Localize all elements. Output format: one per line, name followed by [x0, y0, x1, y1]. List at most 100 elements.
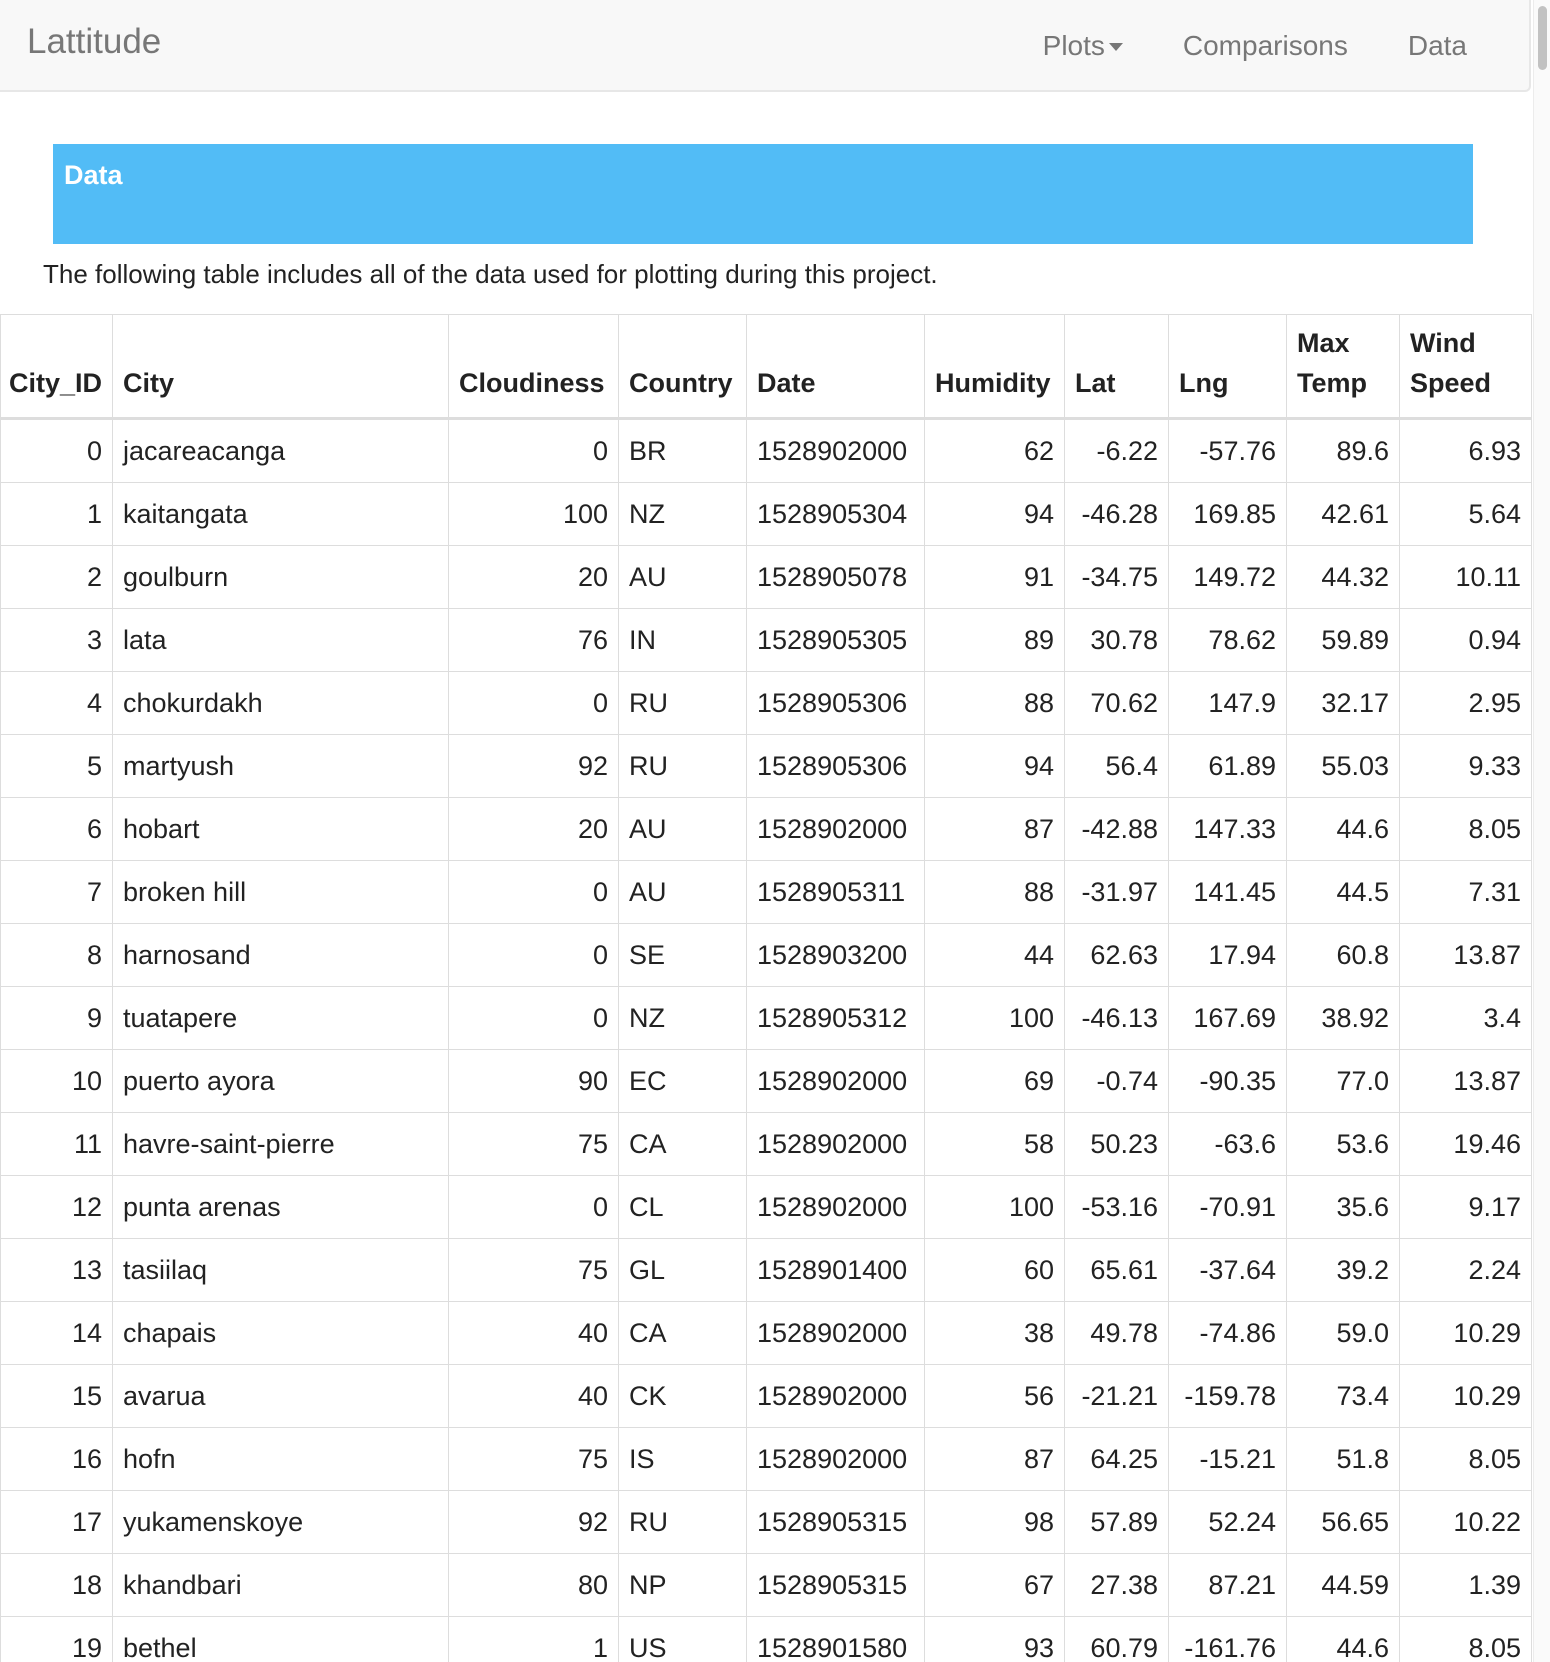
- table-cell: 2.95: [1399, 671, 1532, 735]
- table-row: 1 kaitangata 100 NZ 1528905304 94 -46.28 169.85…: [0, 482, 1532, 546]
- table-row: 4 chokurdakh 0 RU 1528905306 88 70.62 147.9 32.1…: [0, 671, 1532, 735]
- table-cell: 147.9: [1168, 671, 1287, 735]
- table-cell: 5: [0, 734, 113, 798]
- table-cell: 9.33: [1399, 734, 1532, 798]
- table-cell: 167.69: [1168, 986, 1287, 1050]
- table-cell: 58: [924, 1112, 1065, 1176]
- table-cell: -159.78: [1168, 1364, 1287, 1428]
- table-row: 3 lata 76 IN 1528905305 89 30.78 78.62 59.89 0.94: [0, 608, 1532, 672]
- table-cell: 19.46: [1399, 1112, 1532, 1176]
- page-title: Data: [64, 160, 123, 190]
- table-body: 0 jacareacanga 0 BR 1528902000 62 -6.22 -57.76 8…: [0, 418, 1532, 1662]
- table-cell: 69: [924, 1049, 1065, 1113]
- table-cell: 20: [448, 545, 619, 609]
- table-cell: CK: [618, 1364, 747, 1428]
- table-cell: 1528905078: [746, 545, 925, 609]
- table-cell: 1528902000: [746, 1112, 925, 1176]
- table-cell: 73.4: [1286, 1364, 1400, 1428]
- table-cell: 57.89: [1064, 1490, 1169, 1554]
- table-cell: 27.38: [1064, 1553, 1169, 1617]
- table-cell: 60.8: [1286, 923, 1400, 987]
- table-cell: 39.2: [1286, 1238, 1400, 1302]
- table-cell: khandbari: [112, 1553, 449, 1617]
- table-cell: 100: [924, 986, 1065, 1050]
- table-cell: 3: [0, 608, 113, 672]
- table-cell: 9: [0, 986, 113, 1050]
- data-link[interactable]: Data: [1407, 30, 1467, 61]
- table-cell: AU: [618, 545, 747, 609]
- table-cell: -70.91: [1168, 1175, 1287, 1239]
- table-cell: 13.87: [1399, 923, 1532, 987]
- table-cell: 62: [924, 418, 1065, 483]
- table-cell: -46.13: [1064, 986, 1169, 1050]
- table-cell: 2.24: [1399, 1238, 1532, 1302]
- navbar: Lattitude Plots Comparisons Data: [0, 0, 1531, 92]
- table-cell: 8.05: [1399, 1616, 1532, 1662]
- table-row: 16 hofn 75 IS 1528902000 87 64.25 -15.21 51.8 8.0…: [0, 1427, 1532, 1491]
- data-table: City_ID City Cloudiness Country Date Humidity…: [0, 314, 1532, 1662]
- table-cell: chokurdakh: [112, 671, 449, 735]
- table-cell: 169.85: [1168, 482, 1287, 546]
- table-cell: 1528902000: [746, 797, 925, 861]
- table-cell: 44.59: [1286, 1553, 1400, 1617]
- table-cell: 149.72: [1168, 545, 1287, 609]
- table-cell: jacareacanga: [112, 418, 449, 483]
- table-cell: 61.89: [1168, 734, 1287, 798]
- plots-dropdown[interactable]: Plots: [1013, 22, 1153, 70]
- table-cell: NZ: [618, 482, 747, 546]
- table-cell: 75: [448, 1238, 619, 1302]
- table-row: 7 broken hill 0 AU 1528905311 88 -31.97 141.45 4…: [0, 860, 1532, 924]
- table-cell: 147.33: [1168, 797, 1287, 861]
- table-cell: 51.8: [1286, 1427, 1400, 1491]
- table-cell: 88: [924, 860, 1065, 924]
- table-cell: 8.05: [1399, 797, 1532, 861]
- table-cell: 38: [924, 1301, 1065, 1365]
- table-cell: 40: [448, 1364, 619, 1428]
- table-cell: 0: [448, 923, 619, 987]
- table-cell: -46.28: [1064, 482, 1169, 546]
- table-cell: 80: [448, 1553, 619, 1617]
- intro-text: The following table includes all of the …: [43, 259, 938, 289]
- table-cell: US: [618, 1616, 747, 1662]
- table-cell: 1528905306: [746, 671, 925, 735]
- table-cell: AU: [618, 860, 747, 924]
- table-cell: 100: [448, 482, 619, 546]
- header-row: City_ID City Cloudiness Country Date Humidity…: [0, 314, 1532, 420]
- table-cell: 56.4: [1064, 734, 1169, 798]
- scrollbar-thumb[interactable]: [1538, 6, 1547, 70]
- table-cell: 44.5: [1286, 860, 1400, 924]
- vertical-scrollbar[interactable]: [1533, 0, 1550, 1662]
- table-cell: 1528905311: [746, 860, 925, 924]
- column-header: Humidity: [924, 314, 1065, 420]
- comparisons-link[interactable]: Comparisons: [1182, 30, 1348, 61]
- table-cell: 52.24: [1168, 1490, 1287, 1554]
- table-cell: 18: [0, 1553, 113, 1617]
- table-cell: 59.0: [1286, 1301, 1400, 1365]
- table-cell: 1528901400: [746, 1238, 925, 1302]
- table-cell: 1528905312: [746, 986, 925, 1050]
- table-cell: 42.61: [1286, 482, 1400, 546]
- table-cell: -90.35: [1168, 1049, 1287, 1113]
- table-cell: -34.75: [1064, 545, 1169, 609]
- table-cell: 1528901580: [746, 1616, 925, 1662]
- table-cell: 67: [924, 1553, 1065, 1617]
- table-cell: SE: [618, 923, 747, 987]
- table-row: 2 goulburn 20 AU 1528905078 91 -34.75 149.72 44.…: [0, 545, 1532, 609]
- table-cell: 0: [448, 1175, 619, 1239]
- table-cell: 93: [924, 1616, 1065, 1662]
- table-cell: 1528902000: [746, 1049, 925, 1113]
- table-row: 5 martyush 92 RU 1528905306 94 56.4 61.89 55.03 9…: [0, 734, 1532, 798]
- table-cell: 1528905315: [746, 1553, 925, 1617]
- table-cell: CA: [618, 1301, 747, 1365]
- table-header: City_ID City Cloudiness Country Date Humidity…: [0, 314, 1532, 420]
- table-cell: 1528902000: [746, 1175, 925, 1239]
- table-cell: 13: [0, 1238, 113, 1302]
- table-cell: 44.32: [1286, 545, 1400, 609]
- brand-link[interactable]: Lattitude: [27, 22, 162, 61]
- table-cell: 92: [448, 734, 619, 798]
- table-cell: hofn: [112, 1427, 449, 1491]
- table-cell: 12: [0, 1175, 113, 1239]
- table-cell: 10.29: [1399, 1301, 1532, 1365]
- table-cell: 19: [0, 1616, 113, 1662]
- table-row: 12 punta arenas 0 CL 1528902000 100 -53.16 -70.…: [0, 1175, 1532, 1239]
